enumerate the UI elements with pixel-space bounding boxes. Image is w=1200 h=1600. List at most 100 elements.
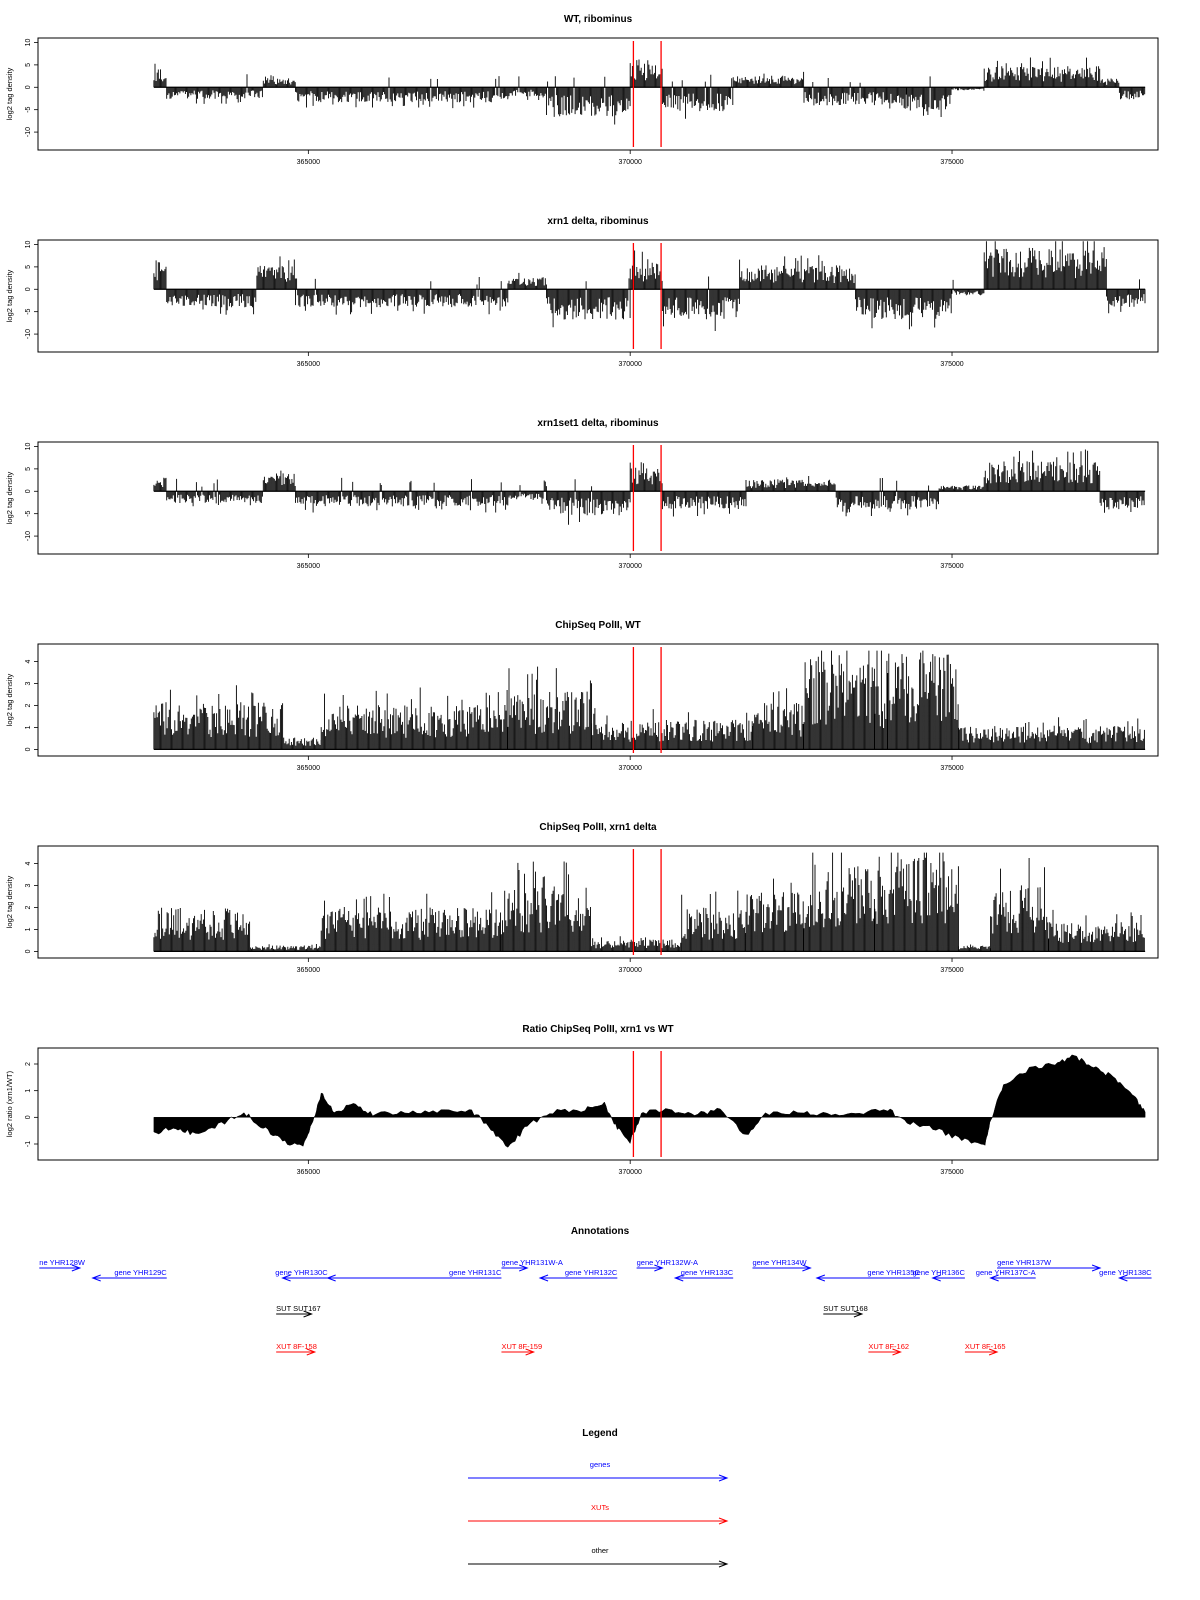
gene-label: ne YHR128W xyxy=(39,1258,86,1267)
ratio-area xyxy=(153,1054,1146,1148)
other-label: SUT SUT168 xyxy=(823,1304,867,1313)
panel-1: WT, ribominus log2 tag density 10 5 0 -5 -10 36… xyxy=(5,14,1159,166)
legend-arrow xyxy=(468,1560,729,1568)
y-axis-label: log2 tag density xyxy=(5,673,14,726)
arrow-head xyxy=(519,1264,529,1272)
y-tick-label: 5 xyxy=(25,467,32,471)
other-label: SUT SUT167 xyxy=(276,1304,320,1313)
gene-label: gene YHR137W xyxy=(997,1258,1052,1267)
xut-arrow xyxy=(868,1348,902,1356)
y-tick-label: 2 xyxy=(25,1062,32,1066)
plot-frame xyxy=(37,845,1159,959)
data-series xyxy=(153,449,1146,525)
signal-bars xyxy=(153,57,1146,125)
arrow-head xyxy=(892,1348,902,1356)
y-tick-label: 0 xyxy=(25,85,32,89)
y-axis-label: log2 tag density xyxy=(5,875,14,928)
other-arrow xyxy=(823,1310,864,1318)
arrow-head xyxy=(1117,1274,1128,1282)
y-tick-label: -10 xyxy=(25,127,32,137)
plot-frame xyxy=(37,37,1159,151)
xut-label: XUT 8F-158 xyxy=(276,1342,317,1351)
gene-label: gene YHR134W xyxy=(752,1258,807,1267)
y-axis: 0 1 2 3 4 xyxy=(25,862,38,953)
panel-title: xrn1set1 delta, ribominus xyxy=(537,418,659,429)
panel-title: ChipSeq PolII, xrn1 delta xyxy=(539,822,657,833)
signal-bars xyxy=(153,449,1145,525)
panel-title: xrn1 delta, ribominus xyxy=(547,216,649,227)
y-tick-label: 5 xyxy=(25,63,32,67)
y-tick-label: 2 xyxy=(25,905,32,909)
gene-label: gene YHR129C xyxy=(114,1268,167,1277)
y-tick-label: 0 xyxy=(25,747,32,751)
y-axis-label: log2 tag density xyxy=(5,471,14,524)
x-tick-label: 375000 xyxy=(940,765,963,772)
x-tick-label: 365000 xyxy=(297,1169,320,1176)
y-tick-label: 0 xyxy=(25,287,32,291)
y-tick-label: 4 xyxy=(25,660,32,664)
arrow-head xyxy=(815,1274,826,1282)
panel-3: xrn1set1 delta, ribominus log2 tag densit… xyxy=(5,418,1159,570)
x-tick-label: 370000 xyxy=(619,159,642,166)
data-series xyxy=(153,57,1146,125)
plot-frame xyxy=(37,643,1159,757)
arrow-head xyxy=(853,1310,864,1318)
arrow-head xyxy=(1091,1264,1102,1272)
y-tick-label: 1 xyxy=(25,1089,32,1093)
legend-label: XUTs xyxy=(591,1503,609,1512)
x-axis: 365000 370000 375000 xyxy=(297,554,964,570)
arrow-head xyxy=(91,1274,101,1282)
y-tick-label: 0 xyxy=(25,489,32,493)
y-axis: 10 5 0 -5 -10 xyxy=(25,240,38,339)
y-tick-label: 10 xyxy=(25,38,32,46)
gene-label: gene YHR135C xyxy=(867,1268,920,1277)
gene-arrow xyxy=(281,1274,328,1282)
y-tick-label: 10 xyxy=(25,240,32,248)
y-axis-label: log2 ratio (xrn1/WT) xyxy=(5,1070,14,1137)
x-tick-label: 365000 xyxy=(297,765,320,772)
plot-frame xyxy=(37,239,1159,353)
y-tick-label: -5 xyxy=(25,106,32,112)
arrow-head xyxy=(718,1474,729,1482)
gene-label: gene YHR131C xyxy=(449,1268,502,1277)
panel-title: Ratio ChipSeq PolII, xrn1 vs WT xyxy=(522,1024,673,1035)
gene-arrow xyxy=(931,1274,965,1282)
panel-title: WT, ribominus xyxy=(564,14,633,25)
y-axis: 10 5 0 -5 -10 xyxy=(25,442,38,541)
arrow-head xyxy=(71,1264,82,1272)
gene-arrow xyxy=(326,1274,502,1282)
annotations: Annotations ne YHR128W gene YHR129C gene YH… xyxy=(39,1226,1152,1356)
gene-arrow xyxy=(501,1264,529,1272)
gene-arrow xyxy=(752,1264,812,1272)
arrow-head xyxy=(802,1264,812,1272)
xut-arrow xyxy=(501,1348,536,1356)
gene-arrow xyxy=(989,1274,1036,1282)
gene-arrow xyxy=(815,1274,920,1282)
y-tick-label: 3 xyxy=(25,681,32,685)
arrow-head xyxy=(673,1274,684,1282)
panel-4: ChipSeq PolII, WT log2 tag density 0 1 2 3 4 36… xyxy=(5,620,1159,772)
annotations-title: Annotations xyxy=(571,1226,630,1237)
arrow-head xyxy=(931,1274,941,1282)
y-tick-label: 3 xyxy=(25,883,32,887)
xut-label: XUT 8F-159 xyxy=(501,1342,542,1351)
gene-arrow xyxy=(538,1274,618,1282)
x-tick-label: 375000 xyxy=(940,563,963,570)
gene-label: gene YHR132W-A xyxy=(637,1258,698,1267)
arrow-head xyxy=(303,1310,313,1318)
xut-label: XUT 8F-165 xyxy=(965,1342,1006,1351)
y-axis: 10 5 0 -5 -10 xyxy=(25,38,38,137)
x-axis: 365000 370000 375000 xyxy=(297,352,964,368)
data-series xyxy=(153,241,1146,331)
gene-arrow xyxy=(673,1274,734,1282)
x-axis: 365000 370000 375000 xyxy=(297,1160,964,1176)
arrow-head xyxy=(718,1517,729,1525)
y-tick-label: -1 xyxy=(25,1141,32,1147)
arrow-head xyxy=(281,1274,291,1282)
x-axis: 365000 370000 375000 xyxy=(297,756,964,772)
panel-2: xrn1 delta, ribominus log2 tag density 10 5… xyxy=(5,216,1159,368)
xut-label: XUT 8F-162 xyxy=(868,1342,909,1351)
xut-arrow xyxy=(276,1348,317,1356)
x-tick-label: 375000 xyxy=(940,361,963,368)
